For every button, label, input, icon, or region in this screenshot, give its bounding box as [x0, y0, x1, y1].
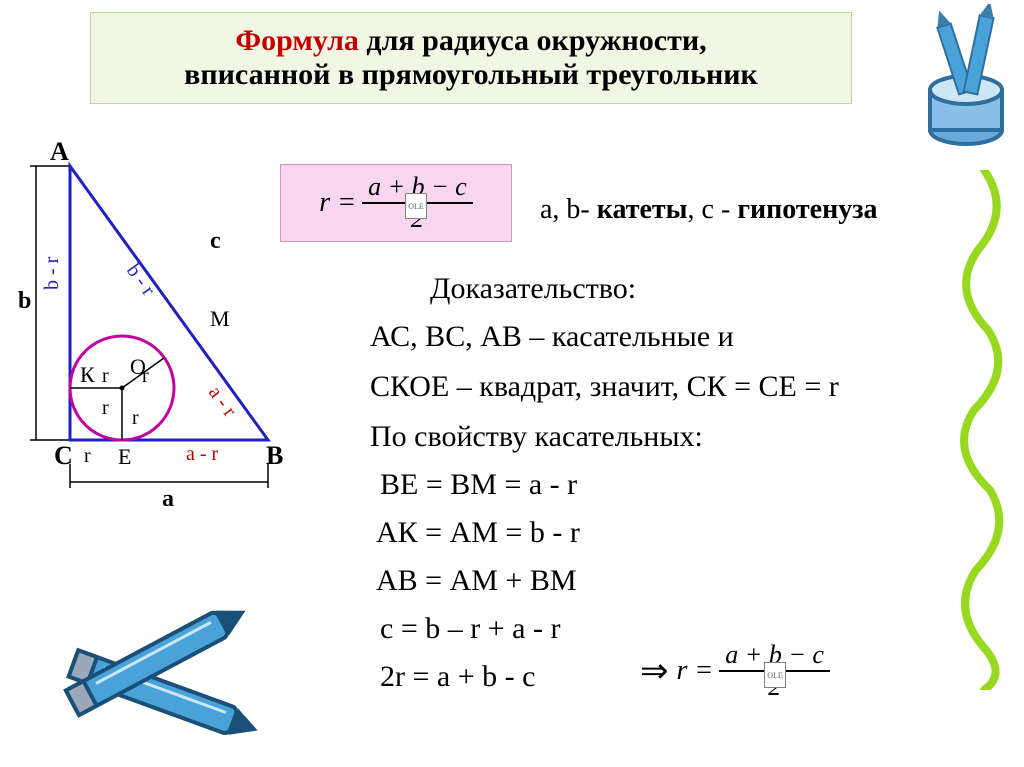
triangle-diagram: b a A C B К O M E r r r r r — [10, 130, 350, 510]
vertex-A: A — [50, 137, 69, 166]
vertex-C: C — [54, 441, 73, 470]
vertex-B: B — [266, 441, 283, 470]
final-formula: ⇒ r = a + b − c 2 OLE — [640, 640, 830, 702]
label-c: c — [210, 228, 221, 254]
seg-b-r-1: b - r — [41, 256, 63, 290]
proof-line-6: АВ = АМ + ВМ — [376, 564, 577, 598]
proof-line-1: АС, ВС, АВ – касательные и — [370, 320, 734, 354]
seg-a-r-2: a - r — [204, 382, 241, 421]
title-line-2: вписанной в прямоугольный треугольник — [184, 58, 758, 92]
seg-b-r-2: b - r — [122, 260, 160, 300]
proof-line-3: По свойству касательных: — [370, 420, 703, 454]
r-5: r — [84, 445, 91, 467]
final-lhs: r = — [677, 655, 714, 687]
proof-line-4: ВЕ = ВМ = a - r — [380, 468, 577, 502]
label-b: b — [18, 288, 31, 314]
implies-arrow: ⇒ — [640, 651, 669, 691]
legend-ab: a, b- — [540, 194, 597, 225]
proof-line-7: c = b – r + a - r — [380, 612, 560, 646]
r-4: r — [132, 407, 139, 429]
r-2: r — [142, 365, 149, 387]
title-box: Формула для радиуса окружности, вписанно… — [90, 12, 852, 104]
title-highlight: Формула — [235, 24, 359, 57]
title-line-1: Формула для радиуса окружности, — [235, 24, 706, 58]
point-O — [120, 386, 125, 391]
crayons-icon — [30, 577, 290, 757]
pt-M: M — [210, 306, 230, 331]
seg-a-r-1: a - r — [186, 443, 219, 465]
proof-header: Доказательство: — [430, 272, 636, 306]
proof-line-2: СКОЕ – квадрат, значит, СК = СЕ = r — [370, 370, 839, 404]
pencil-holder-icon — [880, 4, 1020, 164]
r-1: r — [102, 365, 109, 387]
legend-hyp: гипотенуза — [737, 194, 877, 225]
proof-line-5: АК = АМ = b - r — [376, 516, 580, 550]
dim-b — [30, 166, 70, 440]
legend-comma: , c - — [688, 194, 738, 225]
pt-K: К — [80, 362, 95, 387]
legend-text: a, b- катеты, c - гипотенуза — [540, 194, 878, 226]
squiggle-icon — [954, 170, 1014, 690]
dim-a — [70, 464, 268, 488]
legend-kat: катеты — [597, 194, 688, 225]
proof-line-8: 2r = a + b - c — [380, 660, 535, 694]
title-rest: для радиуса окружности, — [359, 24, 707, 57]
ole-icon: OLE — [405, 193, 427, 219]
triangle-shape — [70, 166, 268, 440]
ole-icon-2: OLE — [764, 662, 786, 688]
r-3: r — [102, 397, 109, 419]
label-a: a — [162, 486, 174, 510]
pt-E: E — [118, 444, 131, 469]
